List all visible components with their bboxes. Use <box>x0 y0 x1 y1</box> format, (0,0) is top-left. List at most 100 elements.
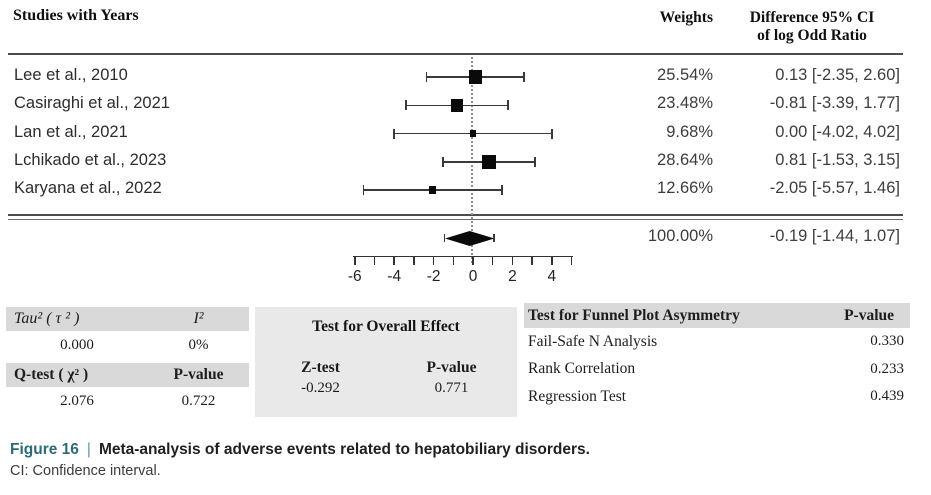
tau2-value: 0.000 <box>60 336 94 353</box>
figure-caption: Figure 16 | Meta-analysis of adverse event… <box>10 441 590 459</box>
ci-cap-right <box>501 185 503 196</box>
q-test-value: 2.076 <box>60 392 94 409</box>
study-effect: 0.81 [-1.53, 3.15] <box>775 150 900 169</box>
figure-caption-text: Meta-analysis of adverse events related … <box>98 441 590 458</box>
point-estimate-square <box>469 130 477 137</box>
funnel-asymmetry-table: Test for Funnel Plot Asymmetry P-value F… <box>524 303 910 411</box>
summary-divider-rule-top <box>8 214 903 216</box>
zero-reference-line <box>471 57 473 263</box>
summary-divider-rule-bottom <box>8 218 903 220</box>
rank-correlation-p-value: 0.233 <box>870 360 904 377</box>
column-header-effect-line2: of log Odd Ratio <box>757 27 867 44</box>
heterogeneity-header-row: Tau² ( τ ² ) I² <box>6 307 249 331</box>
study-label: Lchikado et al., 2023 <box>14 150 167 169</box>
x-axis-tick <box>452 255 455 265</box>
column-header-effect: Difference 95% CI of log Odd Ratio <box>718 9 906 45</box>
x-axis-tick <box>472 255 474 265</box>
q-test-p-value: 0.722 <box>181 392 216 409</box>
funnel-p-label: P-value <box>844 306 894 324</box>
study-weight: 28.64% <box>657 150 713 169</box>
summary-weight: 100.00% <box>647 227 713 245</box>
x-axis-tick-label: 2 <box>508 268 517 285</box>
point-estimate-square <box>450 99 464 112</box>
ci-cap-left <box>362 185 365 196</box>
x-axis-tick-label: 4 <box>547 268 557 285</box>
x-axis-tick <box>373 255 376 265</box>
overall-effect-table: Test for Overall Effect Z-test P-value -… <box>255 307 517 417</box>
study-label: Casiraghi et al., 2021 <box>14 94 170 113</box>
funnel-title: Test for Funnel Plot Asymmetry <box>528 306 740 324</box>
study-label: Lee et al., 2010 <box>14 66 128 84</box>
overall-effect-label-row: Z-test P-value <box>255 359 517 377</box>
x-axis-tick <box>354 255 356 265</box>
ci-cap-right <box>534 156 536 167</box>
funnel-row-regression-test: Regression Test 0.439 <box>524 383 910 411</box>
figure-caption-separator: | <box>86 441 91 458</box>
regression-test-p-value: 0.439 <box>870 388 904 405</box>
x-axis-tick-label: -6 <box>347 268 362 285</box>
overall-p-value: 0.771 <box>434 380 469 396</box>
study-effect: -0.81 [-3.39, 1.77] <box>769 94 900 113</box>
study-effect: -2.05 [-5.57, 1.46] <box>769 179 900 198</box>
tau2-label: Tau² ( τ ² ) <box>14 310 80 327</box>
column-header-effect-line1: Difference 95% CI <box>749 9 875 26</box>
ci-cap-left <box>393 128 395 139</box>
x-axis-tick <box>393 255 395 265</box>
i2-value: 0% <box>188 336 209 353</box>
funnel-header-row: Test for Funnel Plot Asymmetry P-value <box>524 303 910 328</box>
x-axis-tick <box>432 255 435 265</box>
failsafe-p-value: 0.330 <box>870 333 904 350</box>
point-estimate-square <box>481 154 497 170</box>
q-test-p-label: P-value <box>173 366 224 383</box>
overall-p-label: P-value <box>426 359 477 376</box>
i2-label: I² <box>193 310 204 327</box>
failsafe-label: Fail-Safe N Analysis <box>528 332 658 350</box>
funnel-row-failsafe: Fail-Safe N Analysis 0.330 <box>524 328 910 356</box>
ci-cap-left <box>405 100 407 111</box>
overall-effect-title: Test for Overall Effect <box>312 318 460 335</box>
x-axis-tick-label: -2 <box>426 268 441 285</box>
regression-test-label: Regression Test <box>528 387 627 405</box>
q-test-label: Q-test ( χ² ) <box>14 366 89 383</box>
point-estimate-square <box>428 186 437 194</box>
column-header-studies: Studies with Years <box>13 7 139 24</box>
study-effect: 0.13 [-2.35, 2.60] <box>775 66 900 84</box>
study-weight: 9.68% <box>666 122 713 141</box>
heterogeneity-table: Tau² ( τ ² ) I² 0.000 0% Q-test ( χ² ) P… <box>6 307 249 415</box>
study-weight: 12.66% <box>657 179 713 198</box>
x-axis-tick-label: 0 <box>468 268 478 285</box>
q-test-value-row: 2.076 0.722 <box>6 387 249 415</box>
ci-cap-left <box>425 72 428 82</box>
study-label: Karyana et al., 2022 <box>14 179 162 198</box>
study-effect: 0.00 [-4.02, 4.02] <box>775 122 900 141</box>
ci-cap-right <box>523 72 525 82</box>
x-axis-tick <box>491 255 494 265</box>
figure-caption-label: Figure 16 <box>10 441 79 458</box>
z-test-value: -0.292 <box>301 380 340 396</box>
x-axis-tick <box>570 255 573 265</box>
x-axis-tick <box>413 255 415 265</box>
ci-cap-right <box>507 100 509 111</box>
x-axis-tick <box>531 255 533 265</box>
figure-caption-note: CI: Confidence interval. <box>10 463 161 479</box>
z-test-label: Z-test <box>301 359 340 376</box>
x-axis-line <box>353 255 573 257</box>
point-estimate-square <box>468 70 483 84</box>
header-divider-rule <box>8 53 903 55</box>
x-axis-tick-label: -4 <box>387 268 402 285</box>
summary-cap-left <box>443 234 446 242</box>
study-label: Lan et al., 2021 <box>14 122 128 141</box>
column-header-weights: Weights <box>659 9 713 26</box>
x-axis-tick <box>551 255 553 265</box>
overall-effect-value-row: -0.292 0.771 <box>255 380 517 397</box>
q-test-header-row: Q-test ( χ² ) P-value <box>6 363 249 387</box>
ci-cap-right <box>551 128 553 139</box>
heterogeneity-value-row: 0.000 0% <box>6 331 249 359</box>
x-axis-tick <box>511 255 514 265</box>
funnel-row-rank-correlation: Rank Correlation 0.233 <box>524 356 910 384</box>
summary-cap-right <box>493 234 495 242</box>
rank-correlation-label: Rank Correlation <box>528 360 636 378</box>
study-weight: 25.54% <box>657 66 713 84</box>
summary-effect: -0.19 [-1.44, 1.07] <box>769 227 900 245</box>
